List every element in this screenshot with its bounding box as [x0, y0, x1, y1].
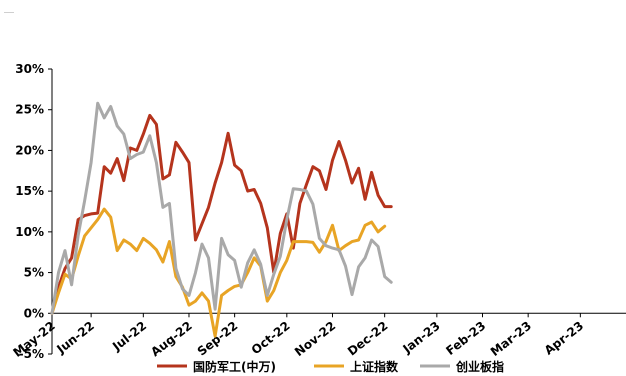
legend: 国防军工(中万) 上证指数 创业板指 — [157, 359, 504, 374]
legend-label-1: 国防军工(中万) — [193, 359, 276, 374]
legend-label-2: 上证指数 — [350, 359, 399, 374]
x-tick-label: Nov-22 — [292, 319, 338, 359]
y-tick-label: 25% — [15, 103, 44, 117]
y-axis: -5% 0% 5% 10% 15% 20% 25% 30% — [15, 62, 53, 361]
x-tick-label: Apr-23 — [542, 319, 586, 358]
y-tick-label: 10% — [15, 225, 44, 239]
x-tick-label: Jun-22 — [54, 319, 97, 357]
series-line-2 — [50, 207, 387, 338]
series-lines — [50, 101, 393, 338]
y-tick-label: 20% — [15, 143, 44, 157]
y-tick-label: 5% — [24, 266, 44, 280]
series-line-1 — [50, 113, 393, 315]
y-tick-label: 0% — [24, 306, 44, 320]
series-line-3 — [50, 101, 393, 315]
y-tick-label: -5% — [19, 347, 44, 361]
x-tick-label: Jan-23 — [400, 319, 443, 357]
x-tick-label: Jul-22 — [109, 319, 149, 355]
x-tick-label: Dec-22 — [345, 319, 391, 359]
x-tick-label: Feb-23 — [443, 319, 488, 358]
y-tick-label: 15% — [15, 184, 44, 198]
corner-mark — [4, 12, 14, 13]
x-tick-label: Oct-22 — [249, 319, 293, 358]
x-tick-label: Aug-22 — [148, 319, 195, 360]
y-tick-label: 30% — [15, 62, 44, 76]
x-tick-label: Mar-23 — [488, 319, 534, 359]
legend-label-3: 创业板指 — [455, 359, 504, 374]
